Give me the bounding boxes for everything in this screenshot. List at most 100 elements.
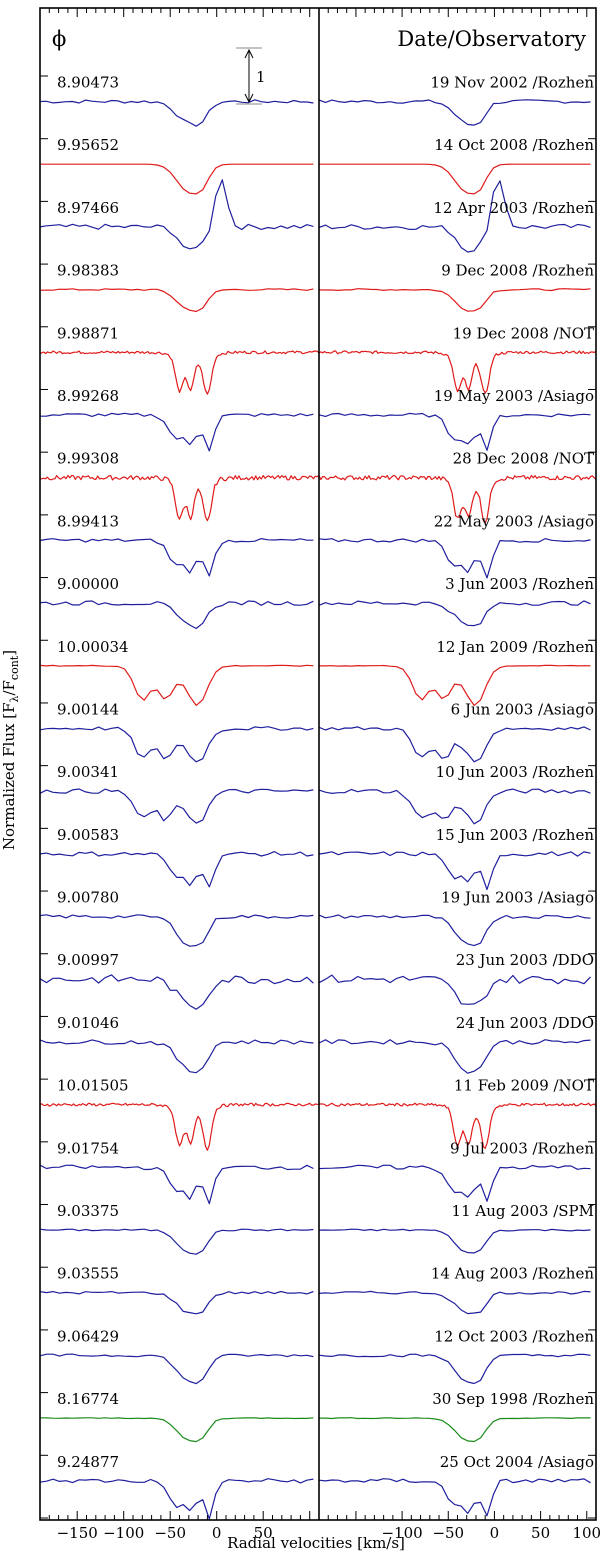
spectrum-line-left [39, 537, 314, 577]
spectrum-line-left [39, 288, 314, 313]
date-observatory-label: 12 Apr 2003 /Rozhen [433, 199, 594, 217]
phase-label: 9.99308 [57, 450, 119, 468]
date-observatory-label: 19 May 2003 /Asiago [434, 387, 594, 405]
spectrum-line-left [39, 1290, 314, 1315]
x-tick-label: 100 [572, 1524, 600, 1542]
spectrum-line-right [318, 788, 591, 825]
spectrum-line-left [39, 474, 320, 522]
phase-label: 9.95652 [57, 136, 119, 154]
phase-header: ϕ [52, 27, 66, 51]
date-observatory-label: 24 Jun 2003 /DDO [456, 1014, 594, 1032]
spectrum-line-left [39, 1228, 314, 1255]
date-observatory-label: 19 Jun 2003 /Asiago [441, 889, 594, 907]
profile-curves [39, 99, 597, 1520]
y-label-sub-lambda: λ [8, 696, 21, 703]
phase-label: 10.01505 [57, 1077, 129, 1095]
date-observatory-header: Date/Observatory [397, 27, 586, 51]
date-observatory-label: 12 Jan 2009 /Rozhen [436, 638, 594, 656]
spectrum-line-right [318, 412, 591, 451]
phase-label: 9.03375 [57, 1202, 119, 1220]
phase-label: 9.00780 [57, 889, 119, 907]
date-observatory-label: 14 Aug 2003 /Rozhen [431, 1265, 594, 1283]
spectrum-line-right [318, 1353, 591, 1385]
spectrum-line-right [318, 914, 591, 947]
phase-label: 9.24877 [57, 1453, 119, 1471]
y-label-pre: Normalized Flux [F [0, 703, 18, 851]
phase-label: 8.90473 [57, 74, 119, 92]
date-observatory-label: 6 Jun 2003 /Asiago [451, 700, 594, 718]
spectrum-line-left [39, 1478, 314, 1520]
date-observatory-label: 9 Jul 2003 /Rozhen [450, 1139, 594, 1157]
date-observatory-label: 3 Jun 2003 /Rozhen [445, 575, 594, 593]
spectrum-line-right [318, 1478, 591, 1517]
date-observatory-label: 9 Dec 2008 /Rozhen [441, 262, 594, 280]
date-observatory-label: 28 Dec 2008 /NOT [453, 450, 594, 468]
date-observatory-label: 10 Jun 2003 /Rozhen [436, 763, 595, 781]
spectrum-line-left [39, 99, 314, 127]
axes-frame [39, 7, 597, 1521]
date-observatory-label: 23 Jun 2003 /DDO [456, 951, 594, 969]
scale-bar: 1 [236, 47, 266, 105]
spectrum-line-left [39, 788, 314, 824]
spectrum-line-right [318, 288, 591, 312]
spectrum-line-left [39, 412, 314, 452]
phase-label: 9.98871 [57, 324, 119, 342]
phase-label: 9.01046 [57, 1014, 119, 1032]
spectrum-line-left [40, 1102, 320, 1151]
spectrum-line-right [318, 99, 591, 126]
date-observatory-label: 19 Nov 2002 /Rozhen [430, 74, 594, 92]
spectrum-line-left [39, 600, 314, 630]
spectrum-line-right [318, 537, 591, 579]
spectrum-line-left [39, 1353, 314, 1385]
x-tick-label: 0 [212, 1524, 222, 1542]
spectrum-line-right [318, 180, 591, 253]
date-observatory-label: 30 Sep 1998 /Rozhen [432, 1390, 594, 1408]
spectrum-line-right [318, 974, 591, 1005]
phase-label: 10.00034 [57, 638, 129, 656]
scale-bar-label: 1 [256, 68, 266, 86]
phase-label: 9.01754 [57, 1139, 119, 1157]
phase-label: 8.16774 [57, 1390, 119, 1408]
x-tick-label: 50 [531, 1524, 550, 1542]
y-label-post: ] [0, 650, 18, 656]
date-observatory-label: 14 Oct 2008 /Rozhen [434, 136, 594, 154]
spectrum-line-right [318, 851, 591, 891]
x-axis-label: Radial velocities [km/s] [227, 1534, 405, 1552]
spectrum-line-right [318, 1290, 591, 1315]
phase-label: 9.00341 [57, 763, 119, 781]
date-observatory-label: 22 May 2003 /Asiago [434, 512, 594, 530]
spectrum-line-right [319, 664, 591, 707]
x-tick-label: −100 [381, 1524, 422, 1542]
spectrum-line-left [39, 664, 314, 707]
y-axis-label: Normalized Flux [Fλ/Fcont] [0, 650, 21, 850]
x-tick-label: −50 [432, 1524, 464, 1542]
date-observatory-label: 11 Feb 2009 /NOT [454, 1077, 594, 1095]
plot-border [39, 7, 597, 1521]
spectrum-line-right [319, 163, 591, 195]
phase-label: 9.00144 [57, 700, 119, 718]
y-label-sub-cont: cont [8, 655, 21, 680]
spectrum-line-left [39, 726, 314, 763]
series-labels: 8.90473 19 Nov 2002 /Rozhen 9.95652 14 Oct … [57, 74, 594, 1471]
x-tick-label: −150 [57, 1524, 98, 1542]
phase-label: 9.00997 [57, 951, 119, 969]
spectrum-line-left [39, 179, 314, 250]
spectrum-line-right [318, 726, 591, 763]
spectrum-line-left [39, 350, 320, 395]
date-observatory-label: 15 Jun 2003 /Rozhen [436, 826, 595, 844]
spectrum-line-right [318, 350, 597, 394]
axis-ticks: −150 −100 −50 0 50 −100 −50 0 50 100 [40, 8, 600, 1542]
y-label-mid: /F [0, 680, 18, 695]
x-tick-label: 50 [254, 1524, 273, 1542]
x-tick-label: −50 [154, 1524, 186, 1542]
date-observatory-label: 12 Oct 2003 /Rozhen [434, 1327, 594, 1345]
spectrum-line-right [318, 1228, 591, 1254]
phase-label: 9.00583 [57, 826, 119, 844]
spectrum-line-right [318, 1164, 591, 1202]
x-tick-label: 0 [490, 1524, 500, 1542]
phase-label: 9.00000 [57, 575, 119, 593]
spectrum-line-left [39, 914, 314, 947]
date-observatory-label: 19 Dec 2008 /NOT [453, 324, 594, 342]
phase-label: 9.03555 [57, 1265, 119, 1283]
scale-bar-arrow-up [244, 48, 254, 59]
